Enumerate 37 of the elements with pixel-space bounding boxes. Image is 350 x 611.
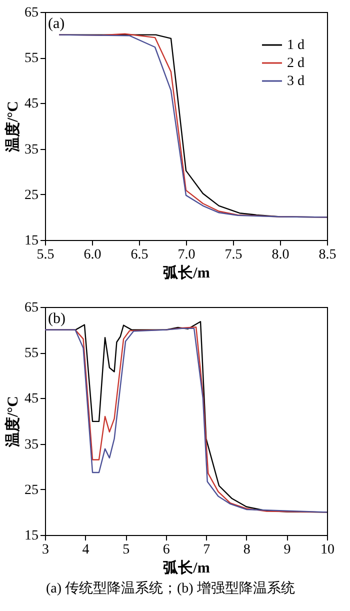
y-tick-label: 35 (24, 142, 38, 158)
x-tick-label: 10 (320, 542, 334, 558)
x-tick-label: 5.5 (36, 248, 54, 262)
y-axis-title: 温度/°C (4, 396, 22, 448)
x-tick-label: 5 (122, 542, 130, 558)
x-tick-label: 4 (82, 542, 90, 558)
x-tick-label: 6.5 (130, 248, 148, 262)
y-tick-label: 55 (24, 51, 38, 66)
x-tick-label: 3 (42, 542, 49, 558)
y-tick-label: 25 (24, 482, 38, 498)
x-tick-label: 8.0 (272, 248, 290, 262)
y-tick-label: 35 (24, 437, 38, 452)
y-tick-label: 25 (24, 188, 38, 203)
x-tick-label: 7 (203, 542, 210, 558)
y-axis-title: 温度/°C (4, 101, 22, 153)
annotation: (a) (48, 16, 65, 32)
x-tick-label: 7.5 (224, 248, 242, 262)
annotation: (b) (48, 311, 66, 327)
legend-label: 2 d (287, 56, 304, 71)
legend-label: 1 d (287, 38, 304, 53)
y-tick-label: 65 (24, 300, 38, 316)
x-tick-label: 8 (243, 542, 250, 558)
text: (a) 传统型降温系统；(b) 增强型降温系统 (46, 580, 295, 596)
y-tick-label: 15 (24, 528, 38, 544)
x-axis-title: 弧长/m (163, 560, 210, 576)
y-tick-label: 45 (24, 96, 38, 112)
x-tick-label: 6.0 (84, 248, 102, 262)
y-tick-label: 65 (24, 6, 38, 20)
y-tick-label: 15 (24, 234, 38, 248)
x-tick-label: 7.0 (178, 248, 196, 262)
legend-label: 3 d (287, 74, 304, 89)
y-tick-label: 45 (24, 392, 38, 407)
x-axis-title: 弧长/m (163, 264, 210, 282)
x-tick-label: 6 (162, 542, 170, 558)
x-tick-label: 9 (284, 542, 291, 558)
x-tick-label: 8.5 (318, 248, 336, 262)
y-tick-label: 55 (24, 346, 38, 362)
